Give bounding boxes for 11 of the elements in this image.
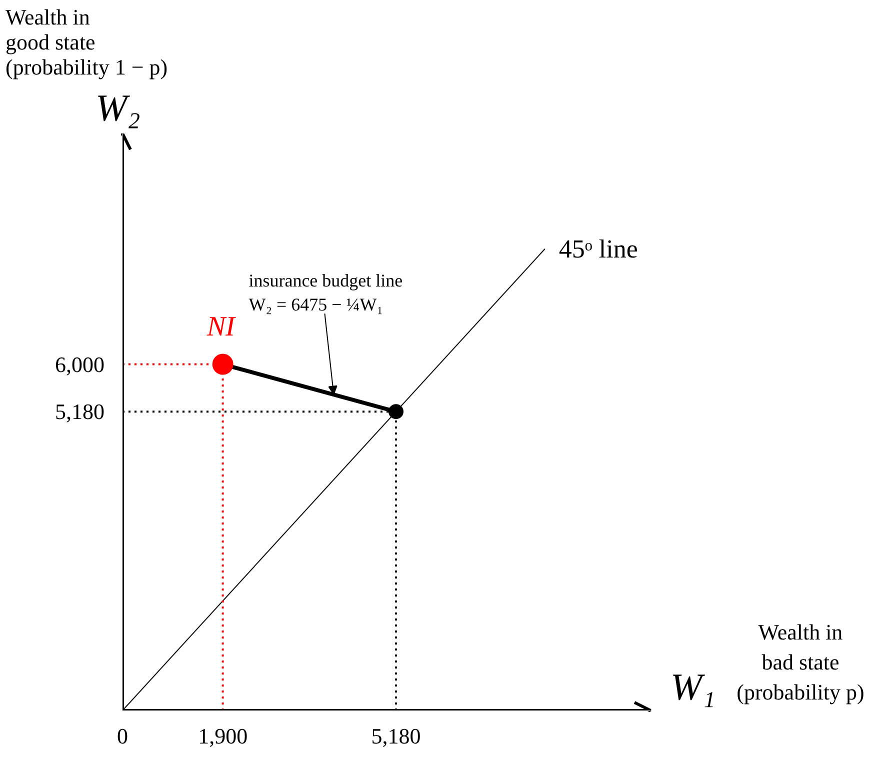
annotation: 45ᵒ line <box>558 234 638 264</box>
x-tick-label: 0 <box>117 724 128 748</box>
text: Wealth in bad state (probability p) <box>736 620 864 704</box>
x-axis-title: W₁ <box>670 666 716 708</box>
x-tick-label: 1,900 <box>198 724 248 748</box>
annotation: NI <box>206 311 236 342</box>
x-tick-label: 5,180 <box>371 724 421 748</box>
y-tick-label: 6,000 <box>55 352 104 377</box>
y-axis-title: W₂ <box>96 88 140 130</box>
text: Wealth in good state (probability 1 − p) <box>6 4 168 80</box>
annotation: insurance budget line W₂ = 6475 − ¼W₁ <box>248 270 403 314</box>
